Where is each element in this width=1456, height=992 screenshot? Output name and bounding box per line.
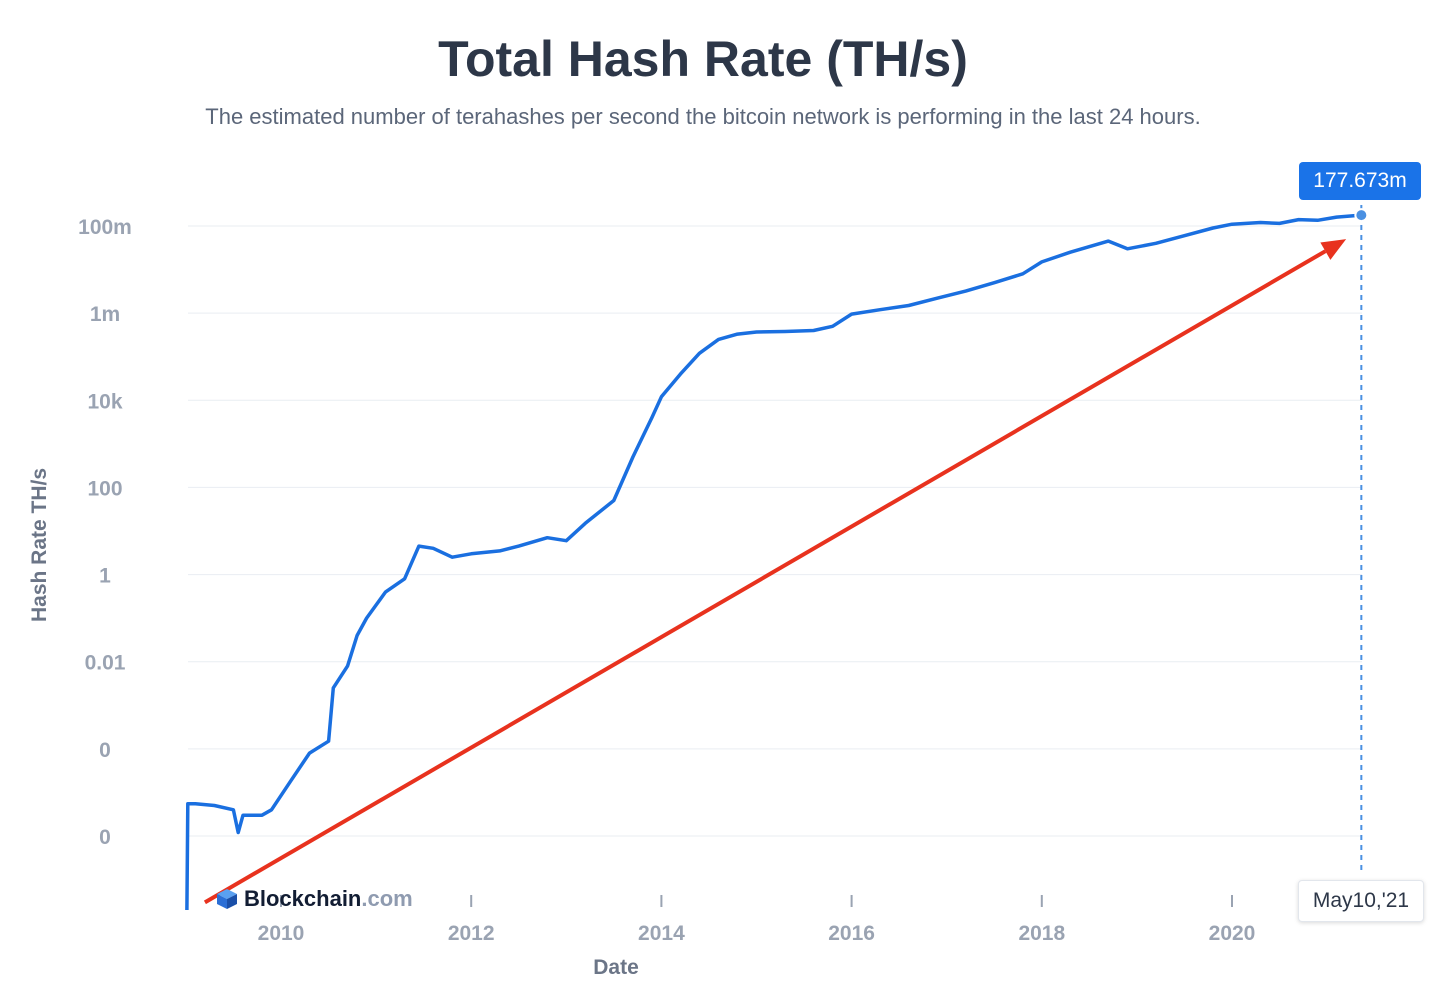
brand-suffix: .com	[361, 886, 413, 911]
x-tick-label-1: 2012	[448, 922, 495, 945]
series-line-0	[185, 213, 1362, 911]
chart-title: Total Hash Rate (TH/s)	[438, 31, 968, 87]
trend-arrow	[203, 239, 1347, 905]
x-axis-ticks: 2010 2012 2014 2016 2018 2020	[258, 895, 1256, 945]
brand-name: Blockchain	[244, 886, 362, 911]
y-tick-label-5: 10k	[87, 390, 122, 413]
x-tick-label-2: 2014	[638, 922, 685, 945]
date-tooltip: May10,'21	[1298, 880, 1424, 922]
y-tick-label-1: 0	[99, 739, 111, 762]
y-tick-label-2: 0.01	[85, 652, 126, 675]
y-tick-label-4: 100	[87, 477, 122, 500]
y-axis-label: Hash Rate TH/s	[28, 468, 51, 622]
y-tick-label-6: 1m	[90, 303, 120, 326]
grid-lines	[188, 225, 1362, 837]
x-tick-label-4: 2018	[1018, 922, 1065, 945]
x-tick-label-3: 2016	[828, 922, 875, 945]
y-tick-label-3: 1	[99, 565, 111, 588]
y-tick-label-0: 0	[99, 826, 111, 849]
trend-arrow-head	[1320, 239, 1347, 260]
value-tooltip: 177.673m	[1299, 162, 1421, 200]
blockchain-cube-icon	[217, 889, 237, 909]
trend-arrow-shaft	[203, 249, 1327, 905]
brand-logo: Blockchain .com	[216, 886, 413, 912]
chart-subtitle: The estimated number of terahashes per s…	[205, 104, 1201, 129]
series	[185, 208, 1369, 911]
x-tick-label-0: 2010	[258, 922, 305, 945]
x-axis-label: Date	[593, 956, 639, 979]
latest-point-marker	[1354, 208, 1369, 223]
y-axis-ticks: 0 0 0.01 1 100 10k 1m 100m	[78, 216, 132, 849]
x-tick-label-5: 2020	[1209, 922, 1256, 945]
y-tick-label-7: 100m	[78, 216, 132, 239]
